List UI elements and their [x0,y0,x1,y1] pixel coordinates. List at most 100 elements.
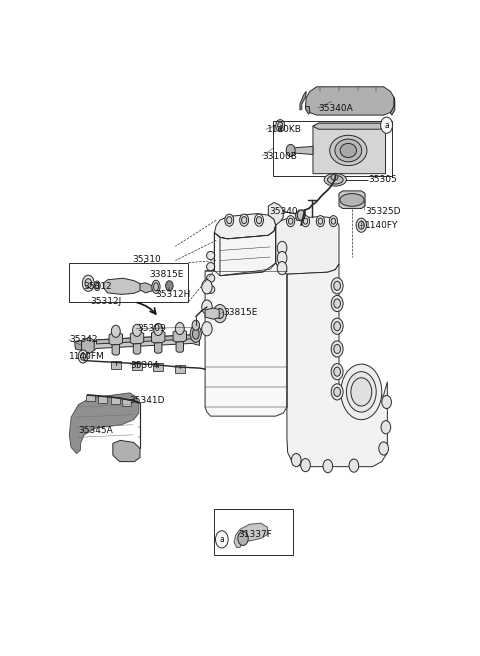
Circle shape [297,210,305,220]
Polygon shape [96,335,200,344]
Ellipse shape [331,174,338,180]
Bar [110,361,121,369]
Ellipse shape [190,325,202,342]
Polygon shape [295,210,305,221]
Polygon shape [69,393,139,453]
Circle shape [323,460,333,473]
Polygon shape [268,203,283,225]
Bar [153,363,163,371]
Circle shape [240,214,249,226]
Circle shape [256,216,262,224]
Text: 35342: 35342 [69,335,98,344]
Circle shape [331,384,343,400]
Circle shape [277,122,283,129]
Ellipse shape [94,281,100,291]
Circle shape [318,218,323,224]
Circle shape [334,387,340,396]
Circle shape [216,308,224,319]
Text: 35341D: 35341D [129,396,164,405]
Circle shape [192,320,200,330]
Circle shape [202,279,212,294]
Circle shape [303,218,308,224]
Text: 35345A: 35345A [79,426,113,436]
Circle shape [175,323,184,335]
Circle shape [132,324,142,337]
Polygon shape [173,330,186,342]
Polygon shape [205,308,219,319]
Ellipse shape [327,175,343,184]
Circle shape [334,299,340,308]
Circle shape [316,216,324,227]
Circle shape [213,304,227,323]
Polygon shape [113,440,140,462]
Circle shape [349,459,359,472]
Polygon shape [287,264,387,466]
Ellipse shape [206,262,215,271]
Circle shape [241,216,247,224]
Bar [215,509,292,554]
Polygon shape [215,214,276,239]
Text: 35325D: 35325D [365,207,400,216]
Ellipse shape [341,364,382,420]
Circle shape [334,321,340,331]
Circle shape [166,281,173,291]
Circle shape [85,279,92,288]
Text: 1140FM: 1140FM [69,352,105,361]
Polygon shape [82,337,94,354]
Polygon shape [155,342,162,353]
Polygon shape [313,123,385,174]
Ellipse shape [154,283,158,291]
Ellipse shape [335,139,362,162]
Circle shape [254,214,264,226]
Text: 35305: 35305 [369,175,397,184]
Circle shape [277,262,287,275]
Text: 33815E: 33815E [224,308,258,317]
Text: 35340: 35340 [269,207,298,216]
Text: 33100B: 33100B [263,152,298,161]
Circle shape [227,216,232,224]
Text: 1140FY: 1140FY [365,220,398,230]
Text: 35312H: 35312H [155,290,190,299]
Circle shape [81,353,85,360]
Circle shape [331,218,336,224]
Circle shape [331,295,343,312]
Ellipse shape [206,251,215,260]
Text: 35312: 35312 [83,282,112,291]
Polygon shape [152,331,165,343]
Circle shape [379,442,388,455]
Circle shape [331,363,343,380]
Polygon shape [234,523,267,548]
Polygon shape [75,340,82,350]
Text: 31337F: 31337F [239,530,273,539]
Circle shape [154,323,163,335]
Ellipse shape [206,274,215,282]
Polygon shape [276,216,339,274]
Circle shape [291,453,301,466]
Circle shape [288,218,293,224]
Text: a: a [384,121,389,130]
Polygon shape [215,225,276,276]
Polygon shape [305,87,394,115]
Circle shape [83,276,94,291]
Bar [110,398,120,404]
Bar [122,399,132,405]
Ellipse shape [347,372,376,412]
Ellipse shape [96,283,99,289]
Circle shape [202,321,212,336]
Circle shape [202,300,212,314]
Circle shape [111,325,120,337]
Text: 1140KB: 1140KB [266,125,301,134]
Circle shape [238,531,248,545]
Bar [132,362,142,370]
Text: 33815E: 33815E [149,270,184,279]
Text: a: a [219,535,224,544]
Circle shape [225,214,234,226]
Ellipse shape [324,173,347,186]
Circle shape [331,318,343,335]
Ellipse shape [152,280,160,293]
Bar [175,365,185,373]
Text: 35310: 35310 [132,255,161,264]
Circle shape [382,396,392,409]
Polygon shape [313,123,385,129]
Circle shape [277,241,287,255]
